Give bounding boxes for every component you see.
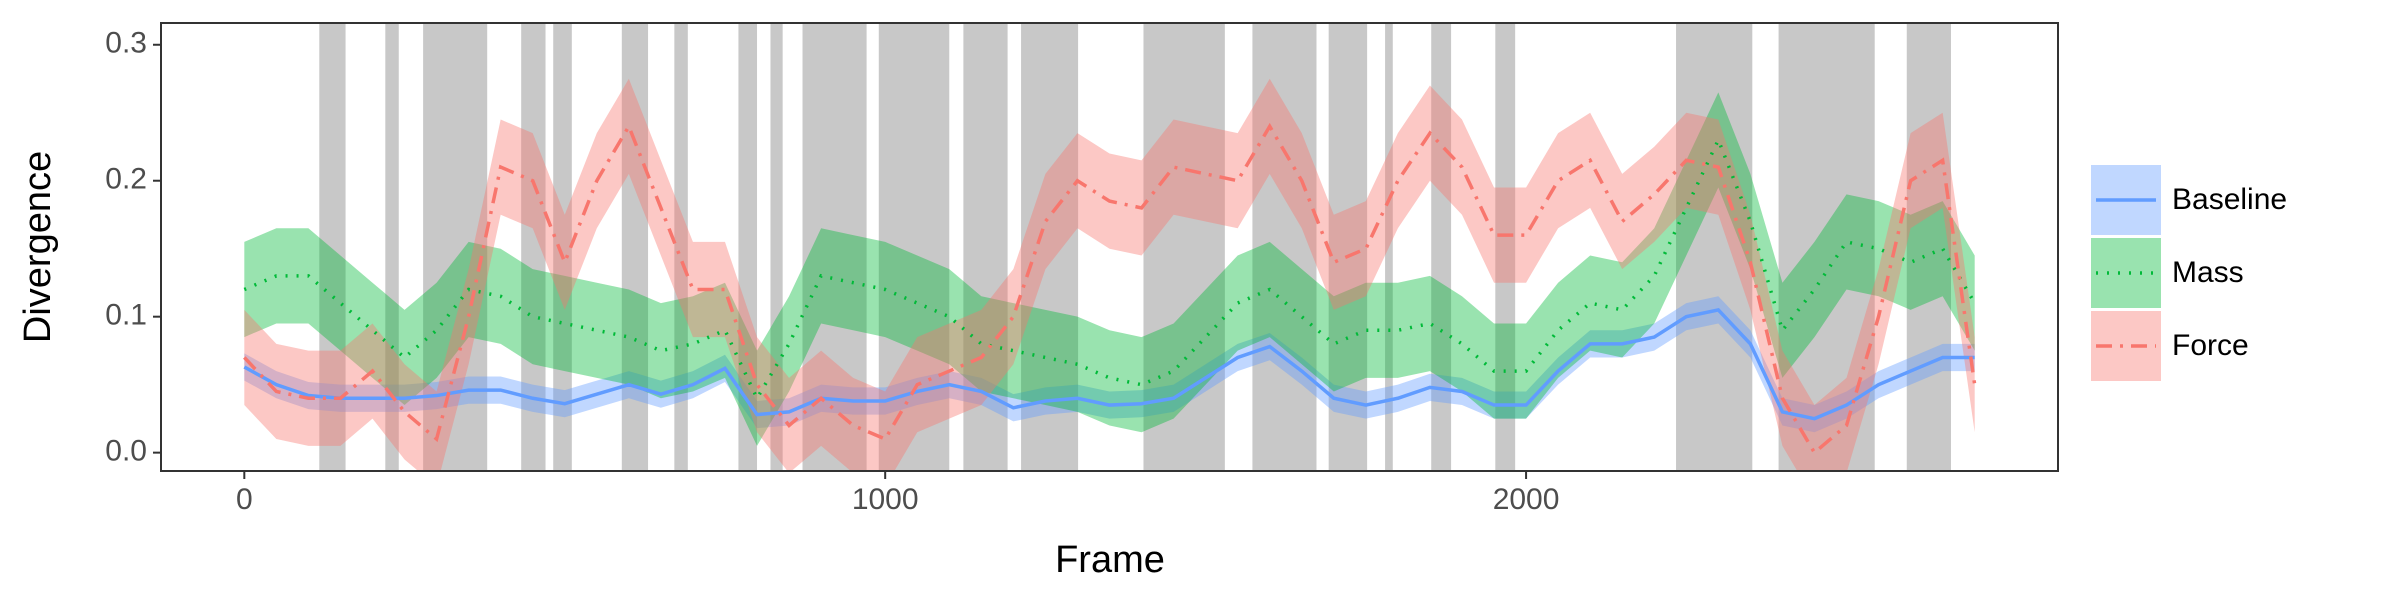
ribbon	[244, 296, 1975, 433]
y-tick-label: 0.2	[105, 163, 147, 196]
axes: 0.0 0.1 0.2 0.3 0 1000 2000	[105, 27, 1559, 516]
x-tick-label: 1000	[852, 483, 919, 516]
x-tick-label: 2000	[1493, 483, 1560, 516]
shaded-region	[1143, 23, 1225, 471]
plot-area	[243, 23, 1977, 471]
ribbon	[244, 78, 1975, 471]
shaded-region	[1676, 23, 1753, 471]
shaded-region	[770, 23, 783, 471]
legend-label: Mass	[2172, 256, 2244, 289]
shaded-region	[1385, 23, 1393, 471]
y-axis-title: Divergence	[17, 151, 59, 343]
y-tick-label: 0.1	[105, 299, 147, 332]
legend: Baseline Mass Force	[2091, 165, 2287, 381]
shaded-region	[553, 23, 572, 471]
panel-border	[160, 22, 2059, 472]
shaded-region	[963, 23, 1008, 471]
shaded-region	[621, 23, 649, 471]
line	[243, 307, 1975, 421]
y-tick-label: 0.3	[105, 27, 147, 60]
shaded-region	[1431, 23, 1452, 471]
shaded-region	[878, 23, 950, 471]
line	[243, 122, 1977, 456]
shaded-region	[1252, 23, 1317, 471]
shaded-region	[385, 23, 399, 471]
shaded-region	[1021, 23, 1079, 471]
y-tick-label: 0.0	[105, 435, 147, 468]
x-axis-title: Frame	[1055, 539, 1165, 581]
legend-label: Force	[2172, 329, 2249, 362]
shaded-region	[674, 23, 688, 471]
shaded-region	[1328, 23, 1368, 471]
shaded-region	[1495, 23, 1516, 471]
x-tick-label: 0	[236, 483, 253, 516]
ribbon	[244, 92, 1975, 446]
legend-label: Baseline	[2172, 183, 2287, 216]
shaded-region	[738, 23, 758, 471]
shaded-region	[802, 23, 867, 471]
shaded-region	[1906, 23, 1951, 471]
legend-key	[2091, 238, 2161, 308]
